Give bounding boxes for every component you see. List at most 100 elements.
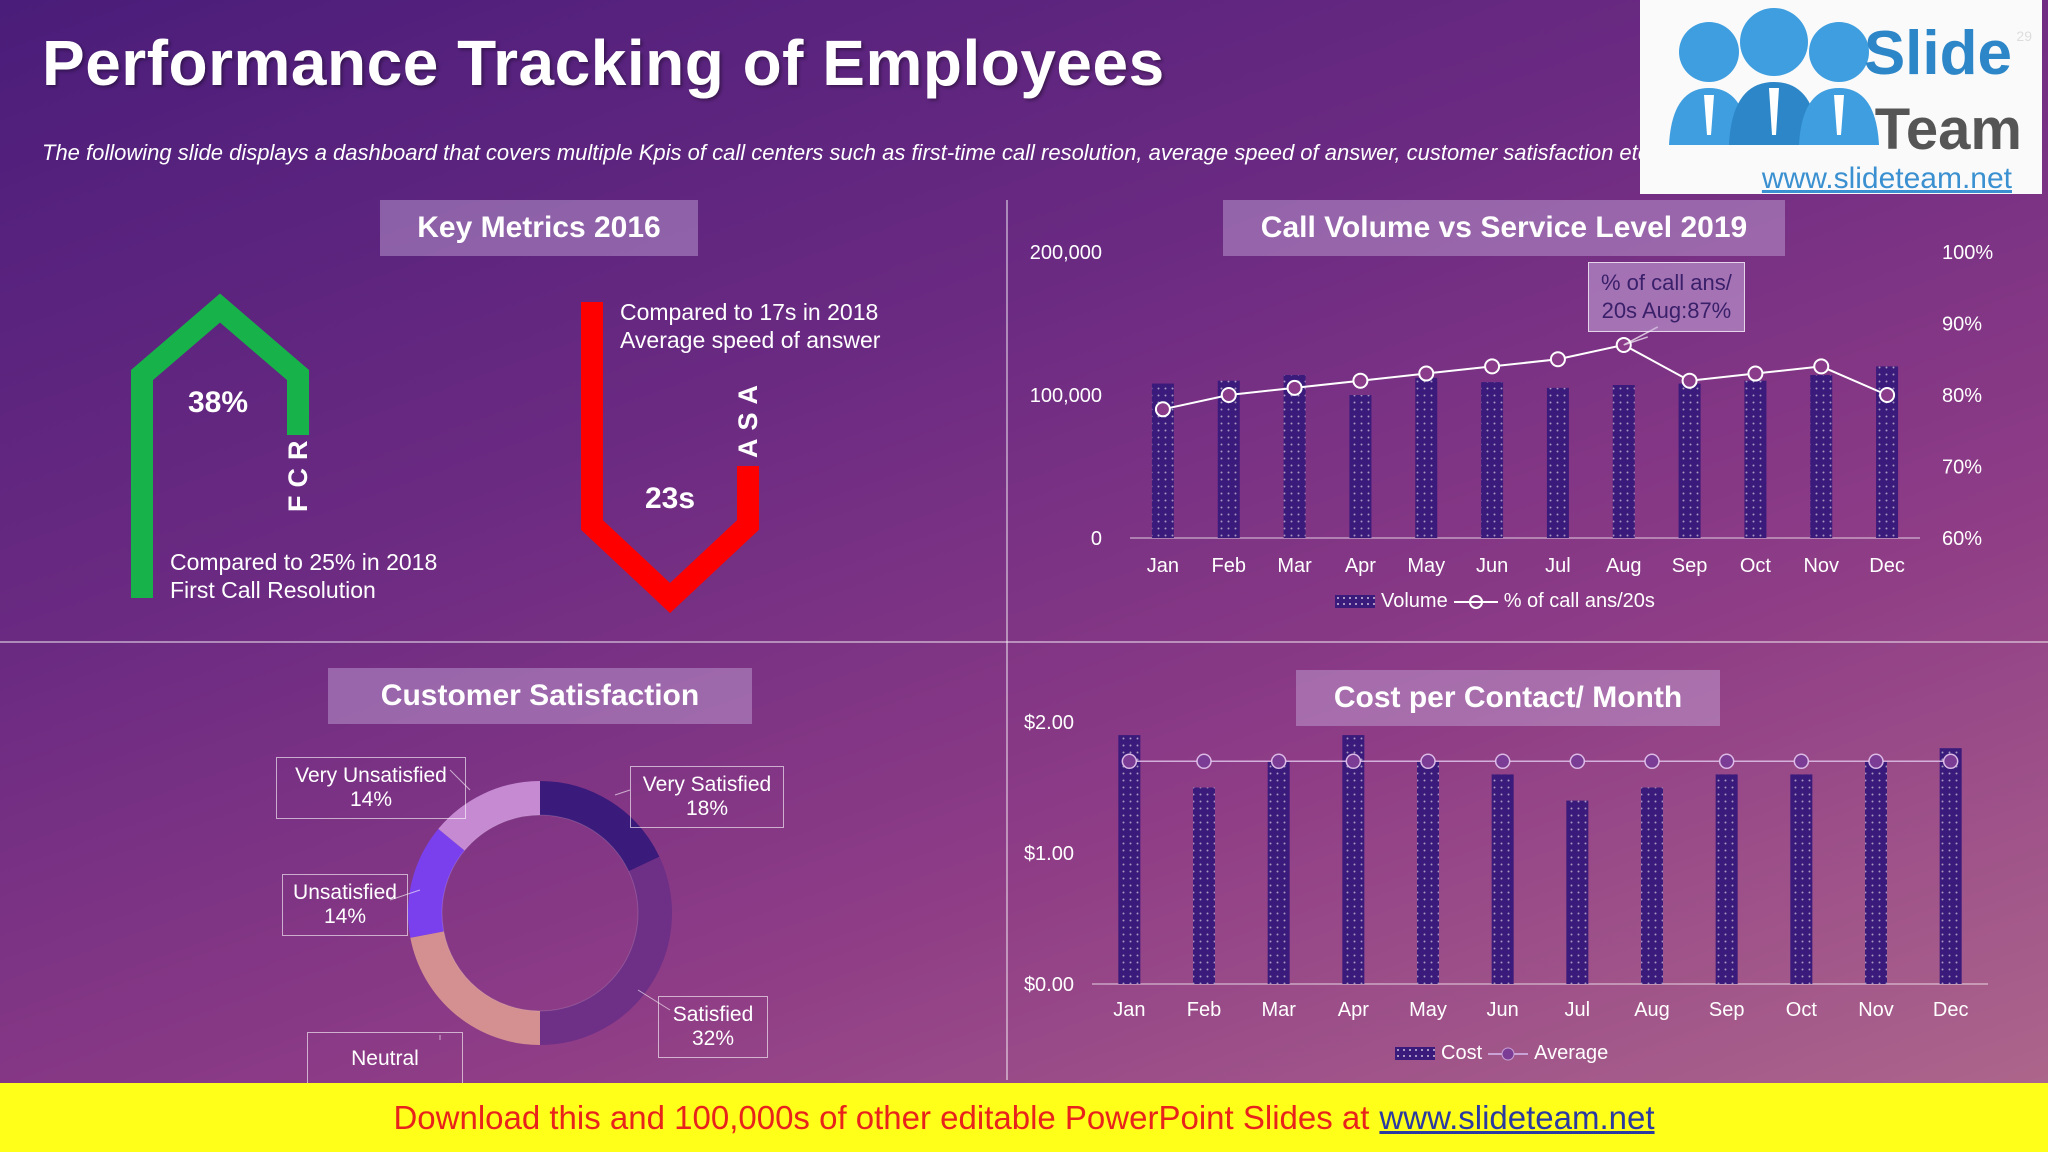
satisfied-label: Satisfied 32% (658, 996, 768, 1058)
legend-line-marker-icon (1453, 594, 1498, 609)
cost-bar (1342, 735, 1365, 984)
service-level-point (1352, 372, 1369, 389)
average-point (1868, 753, 1884, 770)
volume-bar (1415, 377, 1438, 538)
x-tick-label: Jan (1147, 555, 1179, 577)
slideteam-logo[interactable]: Slide Team www.slideteam.net 29 (1640, 0, 2042, 195)
cost-bar (1417, 761, 1439, 984)
fcr-compare: Compared to 25% in 2018 (170, 549, 438, 575)
legend-service-label: % of call ans/20s (1503, 590, 1655, 612)
label-leader-line (389, 889, 421, 901)
call-volume-legend: Volume % of call ans/20s (1335, 590, 1655, 613)
asa-arrow-icon (581, 302, 759, 614)
service-level-line (1162, 343, 1888, 411)
people-icon (1669, 8, 1879, 145)
cost-per-contact-title: Cost per Contact/ Month (1296, 670, 1720, 726)
y2-tick-label: 60% (1942, 528, 1982, 550)
very-unsatisfied-label: Very Unsatisfied 14% (276, 757, 466, 819)
service-level-point (1813, 358, 1830, 375)
y-tick-label: $1.00 (1024, 843, 1074, 865)
service-level-point (1747, 365, 1764, 382)
page-title: Performance Tracking of Employees (42, 27, 1165, 99)
cost-bar (1267, 761, 1290, 984)
volume-bar (1481, 382, 1504, 538)
neutral-text: Neutral (351, 1047, 419, 1070)
key-metrics-title: Key Metrics 2016 (380, 200, 698, 256)
average-point (1644, 753, 1660, 770)
donut-slice (408, 828, 465, 938)
x-tick-label: Feb (1212, 555, 1246, 577)
x-tick-label: Jul (1545, 555, 1571, 577)
x-tick-label: Mar (1277, 555, 1312, 577)
donut-slice (539, 781, 660, 872)
legend-cost-swatch (1395, 1047, 1435, 1060)
call-volume-title: Call Volume vs Service Level 2019 (1223, 200, 1785, 256)
x-tick-label: May (1409, 999, 1447, 1021)
average-point (1196, 753, 1212, 770)
customer-satisfaction-title: Customer Satisfaction (328, 668, 752, 724)
x-tick-label: Dec (1869, 555, 1905, 577)
x-tick-label: Nov (1858, 999, 1894, 1021)
donut-inner-ring (441, 814, 639, 1012)
x-tick-label: Apr (1345, 555, 1376, 577)
annotation-pointer (1623, 326, 1659, 346)
average-point (1494, 753, 1511, 770)
y2-tick-label: 80% (1942, 385, 1982, 407)
label-leader-line (614, 789, 631, 796)
volume-bar (1151, 383, 1174, 538)
fcr-name: First Call Resolution (170, 577, 376, 603)
legend-volume-swatch (1335, 595, 1375, 608)
very-satisfied-text: Very Satisfied (642, 773, 772, 796)
x-tick-label: Aug (1634, 999, 1670, 1021)
asa-value: 23s (645, 482, 696, 515)
donut-slice (539, 856, 672, 1045)
average-point (1942, 753, 1959, 770)
y-tick-label: $0.00 (1024, 974, 1074, 996)
call-volume-annotation: % of call ans/ 20s Aug:87% (1588, 262, 1745, 332)
cost-bar (1790, 774, 1813, 984)
cost-bar (1865, 761, 1887, 984)
donut-slice (438, 781, 541, 851)
legend-volume-label: Volume (1381, 590, 1448, 612)
legend-cost-label: Cost (1441, 1042, 1483, 1064)
x-tick-label: Feb (1187, 999, 1221, 1021)
fcr-arrow-icon (131, 293, 309, 598)
very-unsatisfied-text: Very Unsatisfied (295, 764, 447, 787)
x-tick-label: Dec (1933, 999, 1969, 1021)
service-level-point (1154, 401, 1171, 418)
horizontal-divider (0, 641, 2048, 643)
x-tick-label: Aug (1606, 555, 1642, 577)
unsatisfied-pct: 14% (323, 905, 367, 928)
service-level-point (1220, 387, 1237, 403)
annotation-line2: 20s Aug:87% (1601, 298, 1732, 323)
average-point (1420, 753, 1436, 770)
very-satisfied-pct: 18% (685, 797, 729, 820)
legend-average-marker-icon (1488, 1047, 1529, 1060)
y-tick-label: 100,000 (1030, 385, 1102, 407)
service-level-point (1418, 365, 1435, 382)
service-level-point (1286, 379, 1303, 396)
neutral-label: Neutral (307, 1032, 463, 1085)
vertical-divider (1006, 200, 1008, 1080)
page-number: 29 (2016, 28, 2032, 44)
service-level-point (1484, 358, 1501, 375)
cost-bar (1193, 787, 1215, 984)
label-leader-line (637, 989, 671, 1011)
banner-link[interactable]: www.slideteam.net (1379, 1098, 1655, 1136)
logo-url[interactable]: www.slideteam.net (1761, 162, 2012, 195)
download-banner[interactable]: Download this and 100,000s of other edit… (0, 1083, 2048, 1152)
x-tick-label: Apr (1338, 999, 1369, 1021)
average-point (1270, 753, 1287, 770)
unsatisfied-label: Unsatisfied 14% (282, 874, 408, 936)
label-leader-line (449, 769, 471, 791)
x-tick-label: Sep (1672, 555, 1708, 577)
asa-name: Average speed of answer (620, 327, 881, 353)
volume-bar (1283, 374, 1306, 538)
cost-bar (1715, 774, 1738, 984)
average-point (1345, 753, 1362, 770)
satisfied-text: Satisfied (672, 1003, 754, 1026)
